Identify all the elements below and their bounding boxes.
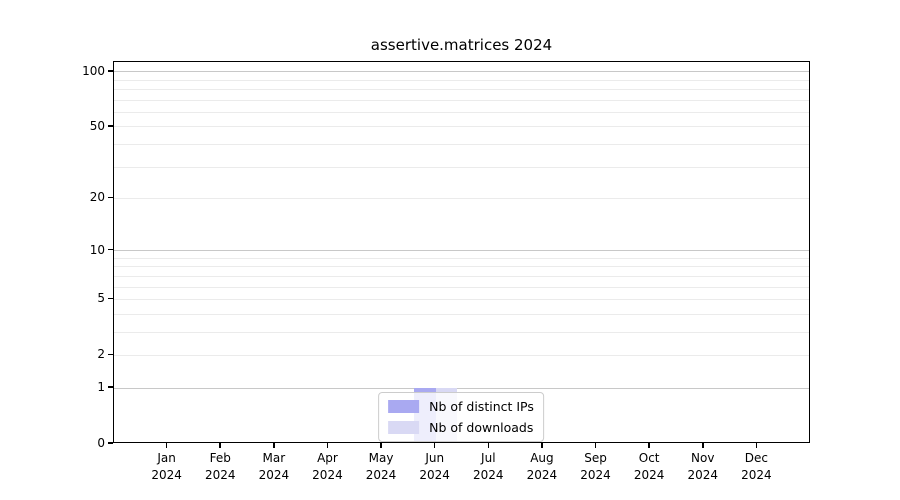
x-tick-label: Oct 2024 [633, 451, 665, 482]
gridline-minor [114, 298, 809, 300]
y-tick-mark [108, 196, 113, 199]
x-tick-label: Feb 2024 [204, 451, 236, 482]
legend-swatch [388, 400, 420, 413]
y-tick-mark [108, 353, 113, 356]
gridline-minor [114, 126, 809, 128]
x-tick-label: Apr 2024 [312, 451, 343, 482]
y-tick-label: 1 [97, 380, 105, 395]
y-tick-label: 10 [89, 242, 105, 257]
legend-swatch [388, 421, 420, 434]
x-tick-mark [273, 443, 275, 448]
y-tick-label: 100 [82, 63, 105, 78]
chart-title: assertive.matrices 2024 [370, 36, 553, 54]
x-tick-mark [326, 443, 329, 448]
legend-label: Nb of downloads [429, 420, 534, 435]
legend-item: Nb of downloads [388, 419, 534, 436]
x-tick-label: Mar 2024 [258, 451, 290, 482]
gridline-minor [114, 99, 809, 101]
gridline-minor [114, 79, 809, 81]
gridline-minor [114, 257, 809, 259]
x-tick-mark [594, 443, 597, 448]
gridline-minor [114, 331, 809, 333]
x-tick-mark [648, 443, 650, 448]
x-tick-mark [380, 443, 382, 448]
y-tick-label: 0 [97, 436, 105, 450]
gridline-minor [114, 286, 809, 288]
gridline-major [114, 387, 809, 389]
y-tick-mark [108, 386, 113, 388]
x-tick-mark [755, 443, 758, 448]
gridline-minor [114, 111, 809, 113]
x-tick-label: Dec 2024 [741, 451, 772, 482]
x-tick-mark [487, 443, 490, 448]
legend: Nb of distinct IPs Nb of downloads [378, 392, 544, 442]
x-tick-label: Jan 2024 [151, 451, 182, 482]
x-tick-label: Jul 2024 [473, 451, 504, 482]
y-tick-mark [108, 248, 113, 251]
gridline-minor [114, 166, 809, 168]
y-tick-label: 20 [89, 190, 105, 205]
x-tick-label: May 2024 [365, 451, 397, 482]
gridline-minor [114, 143, 809, 145]
y-tick-mark [108, 297, 113, 300]
x-tick-mark [541, 443, 543, 448]
gridline-major [114, 250, 809, 252]
x-tick-label: Nov 2024 [687, 451, 719, 482]
gridline-minor [114, 354, 809, 356]
x-tick-mark [219, 443, 221, 448]
y-tick-label: 2 [97, 347, 105, 362]
x-tick-mark [165, 443, 168, 448]
gridline-minor [114, 89, 809, 91]
x-tick-label: Sep 2024 [580, 451, 611, 482]
y-tick-mark [108, 442, 113, 444]
gridline-minor [114, 266, 809, 268]
y-tick-label: 50 [89, 118, 105, 133]
legend-item: Nb of distinct IPs [388, 398, 534, 415]
y-tick-mark [108, 70, 113, 72]
gridline-minor [114, 197, 809, 199]
x-tick-label: Jun 2024 [419, 451, 450, 482]
x-tick-mark [702, 443, 704, 448]
y-tick-mark [108, 125, 113, 127]
x-tick-label: Aug 2024 [526, 451, 558, 482]
gridline-major [114, 71, 809, 73]
x-tick-mark [433, 443, 436, 448]
y-tick-label: 5 [97, 291, 105, 306]
legend-label: Nb of distinct IPs [429, 399, 534, 414]
plot-area [113, 61, 810, 443]
gridline-minor [114, 313, 809, 315]
gridline-minor [114, 275, 809, 277]
